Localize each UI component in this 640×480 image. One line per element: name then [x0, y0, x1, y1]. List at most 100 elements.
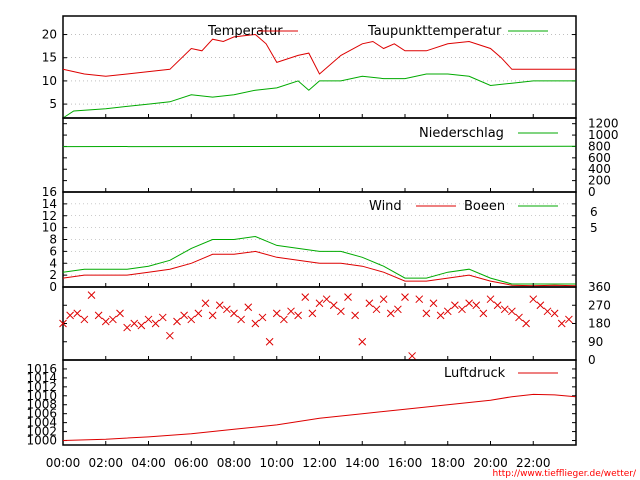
y-tick-label: 1012 [26, 380, 57, 394]
data-point [358, 337, 367, 346]
x-tick-label: 04:00 [131, 456, 166, 470]
x-tick-label: 18:00 [430, 456, 465, 470]
data-point [365, 299, 374, 308]
data-point [272, 309, 281, 318]
data-point [458, 305, 466, 314]
data-point [237, 315, 245, 324]
y-tick-label: 1002 [26, 425, 57, 439]
time-axis: 00:00 02:00 04:00 06:00 08:00 10:00 12:00 14:00… [46, 114, 551, 470]
x-tick-label: 12:00 [302, 456, 337, 470]
y-tick-label: 14 [42, 197, 57, 211]
data-point [451, 301, 459, 310]
y-tick-label: 1014 [26, 371, 57, 385]
data-point [130, 319, 139, 328]
data-point [329, 301, 338, 310]
data-point [223, 305, 231, 314]
data-point [59, 319, 67, 328]
y-tick-label: 15 [42, 51, 57, 65]
data-point [215, 301, 224, 310]
y-tick-label: 1010 [26, 389, 57, 403]
y-tick-label: 180 [588, 317, 611, 331]
y-tick-label: 0 [588, 353, 596, 367]
data-point [372, 305, 381, 314]
data-point [486, 295, 495, 304]
data-point [422, 309, 431, 318]
data-point [429, 299, 438, 308]
legend-label: Wind [369, 199, 402, 214]
x-tick-label: 08:00 [217, 456, 252, 470]
data-point [394, 305, 402, 314]
data-point [344, 293, 352, 301]
y-tick-label: 16 [42, 185, 57, 199]
y-tick-label: 1016 [26, 362, 57, 376]
data-point [550, 309, 559, 318]
data-point [379, 295, 388, 304]
data-point [315, 299, 324, 308]
data-point [493, 301, 502, 310]
y-tick-label: 1000 [26, 434, 57, 448]
data-point [472, 301, 481, 310]
y-tick-label: 1000 [588, 128, 619, 142]
x-tick-label: 10:00 [259, 456, 294, 470]
data-point [87, 291, 96, 299]
data-point [180, 311, 188, 320]
series-line-wind [62, 250, 576, 287]
legend-label: Temperatur [207, 24, 283, 39]
data-point [401, 293, 409, 301]
right-tick-label: 5 [590, 221, 598, 235]
data-point [294, 311, 302, 320]
y-tick-label: 1200 [588, 117, 619, 131]
y-tick-label: 1004 [26, 416, 57, 430]
x-tick-label: 16:00 [388, 456, 423, 470]
y-tick-label: 600 [588, 151, 611, 165]
data-point [565, 315, 573, 324]
legend-label: Niederschlag [419, 126, 504, 141]
data-point [515, 313, 523, 322]
y-tick-label: 270 [588, 298, 611, 312]
y-tick-label: 0 [49, 280, 57, 294]
data-point [144, 315, 153, 324]
right-tick-label: 6 [590, 205, 598, 219]
y-tick-label: 400 [588, 162, 611, 176]
data-point [529, 295, 538, 304]
data-point [94, 311, 103, 320]
series-line-taupunkttemperatur [62, 73, 576, 119]
scatter-series [59, 291, 573, 360]
data-point [408, 352, 416, 360]
y-tick-label: 5 [49, 97, 57, 111]
data-point [536, 301, 545, 310]
data-point [101, 317, 110, 326]
data-point [465, 299, 473, 308]
data-point [265, 337, 274, 346]
data-point [187, 315, 196, 324]
data-point [287, 307, 295, 316]
y-tick-label: 800 [588, 139, 611, 153]
data-point [443, 307, 452, 316]
y-tick-label: 8 [49, 233, 57, 247]
data-point [251, 319, 260, 328]
source-url[interactable]: http://www.tiefflieger.de/wetter/ [493, 469, 637, 479]
y-tick-label: 1008 [26, 398, 57, 412]
data-point [322, 295, 331, 304]
data-point [194, 309, 203, 318]
data-point [244, 303, 253, 312]
data-point [109, 315, 117, 324]
data-point [137, 321, 146, 330]
x-tick-label: 22:00 [516, 456, 551, 470]
data-point [201, 299, 210, 308]
data-point [543, 307, 552, 316]
x-tick-label: 00:00 [46, 456, 81, 470]
y-tick-label: 10 [42, 221, 57, 235]
data-point [258, 313, 267, 322]
data-point [557, 319, 566, 328]
data-point [208, 311, 217, 320]
legend-label: Luftdruck [444, 366, 506, 381]
legend-label: Taupunkttemperatur [367, 24, 502, 39]
data-point [173, 317, 181, 326]
y-tick-label: 360 [588, 280, 611, 294]
data-point [116, 309, 124, 318]
data-point [166, 331, 174, 340]
x-tick-label: 20:00 [473, 456, 508, 470]
y-tick-label: 20 [42, 28, 57, 42]
